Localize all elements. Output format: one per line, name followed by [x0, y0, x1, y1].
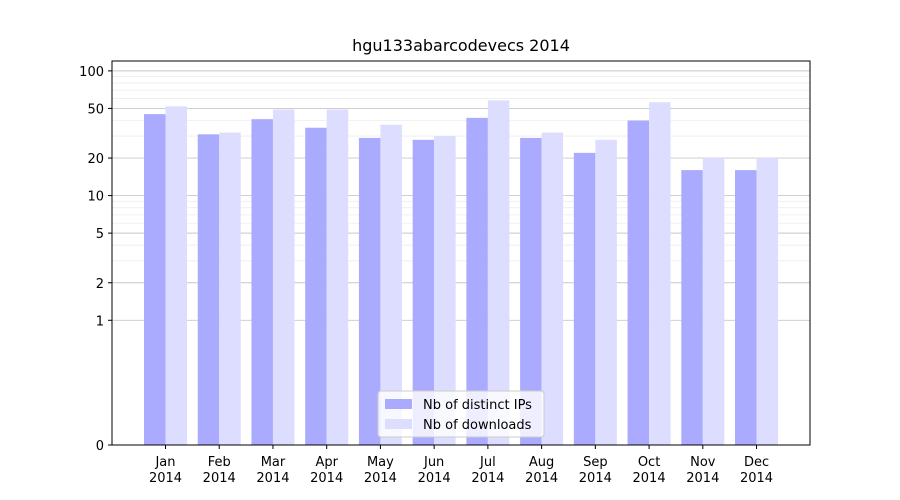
legend-label: Nb of downloads [423, 418, 532, 433]
bar-downloads [756, 158, 779, 445]
bar-downloads [487, 100, 510, 445]
y-tick-label: 0 [96, 439, 104, 454]
x-tick-label: Jul 2014 [471, 455, 504, 486]
plot-frame [111, 60, 811, 446]
bar-distinct-ips [251, 119, 273, 446]
y-tick-label: 1 [96, 314, 104, 329]
legend-swatch [385, 399, 412, 409]
bar-downloads [702, 158, 725, 445]
x-tick-label: Nov 2014 [686, 455, 719, 486]
bar-downloads [595, 139, 617, 445]
bar-distinct-ips [735, 170, 757, 445]
chart-title: hgu133abarcodevecs 2014 [352, 36, 570, 55]
x-tick-label: Dec 2014 [740, 455, 773, 486]
bar-distinct-ips [305, 127, 327, 445]
bar-downloads [434, 136, 456, 446]
bar-distinct-ips [412, 139, 435, 445]
x-axis: Jan 2014 Feb 2014 Mar 2014 Apr 2014 May 2014 Jun 20… [149, 445, 773, 486]
y-tick-label: 20 [87, 152, 104, 167]
y-tick-label: 10 [87, 190, 104, 205]
bar-downloads [272, 109, 295, 445]
x-tick-label: Mar 2014 [256, 455, 289, 486]
y-tick-label: 5 [96, 227, 104, 242]
bar-downloads [165, 106, 187, 446]
bar-distinct-ips [573, 152, 596, 445]
x-tick-label: Apr 2014 [310, 455, 343, 486]
legend-box [377, 390, 545, 438]
bar-distinct-ips [627, 120, 650, 445]
x-tick-label: Aug 2014 [525, 455, 558, 486]
bar-downloads [649, 102, 671, 446]
legend-label: Nb of distinct IPs [423, 398, 532, 413]
y-tick-label: 50 [87, 102, 104, 117]
x-tick-label: Sep 2014 [579, 455, 612, 486]
x-tick-label: May 2014 [364, 455, 397, 486]
legend-swatch [385, 419, 412, 429]
x-tick-label: Jan 2014 [149, 455, 182, 486]
bar-downloads [326, 109, 349, 445]
bar-distinct-ips [520, 137, 542, 446]
bar-distinct-ips [466, 117, 488, 445]
bar-downloads [380, 124, 402, 445]
x-tick-label: Feb 2014 [203, 455, 236, 486]
bars-layer [144, 100, 779, 446]
bar-distinct-ips [197, 134, 220, 445]
bar-distinct-ips [144, 114, 166, 445]
bar-distinct-ips [681, 170, 703, 445]
x-tick-label: Oct 2014 [633, 455, 666, 486]
bar-downloads [219, 132, 241, 446]
y-tick-label: 2 [96, 277, 104, 292]
y-axis: 0 1 2 5 10 20 50 100 [79, 65, 112, 454]
x-tick-label: Jun 2014 [418, 455, 451, 486]
bar-distinct-ips [358, 137, 381, 446]
legend: Nb of distinct IPs Nb of downloads [377, 390, 545, 438]
bar-downloads [541, 132, 564, 446]
y-tick-label: 100 [79, 65, 104, 80]
